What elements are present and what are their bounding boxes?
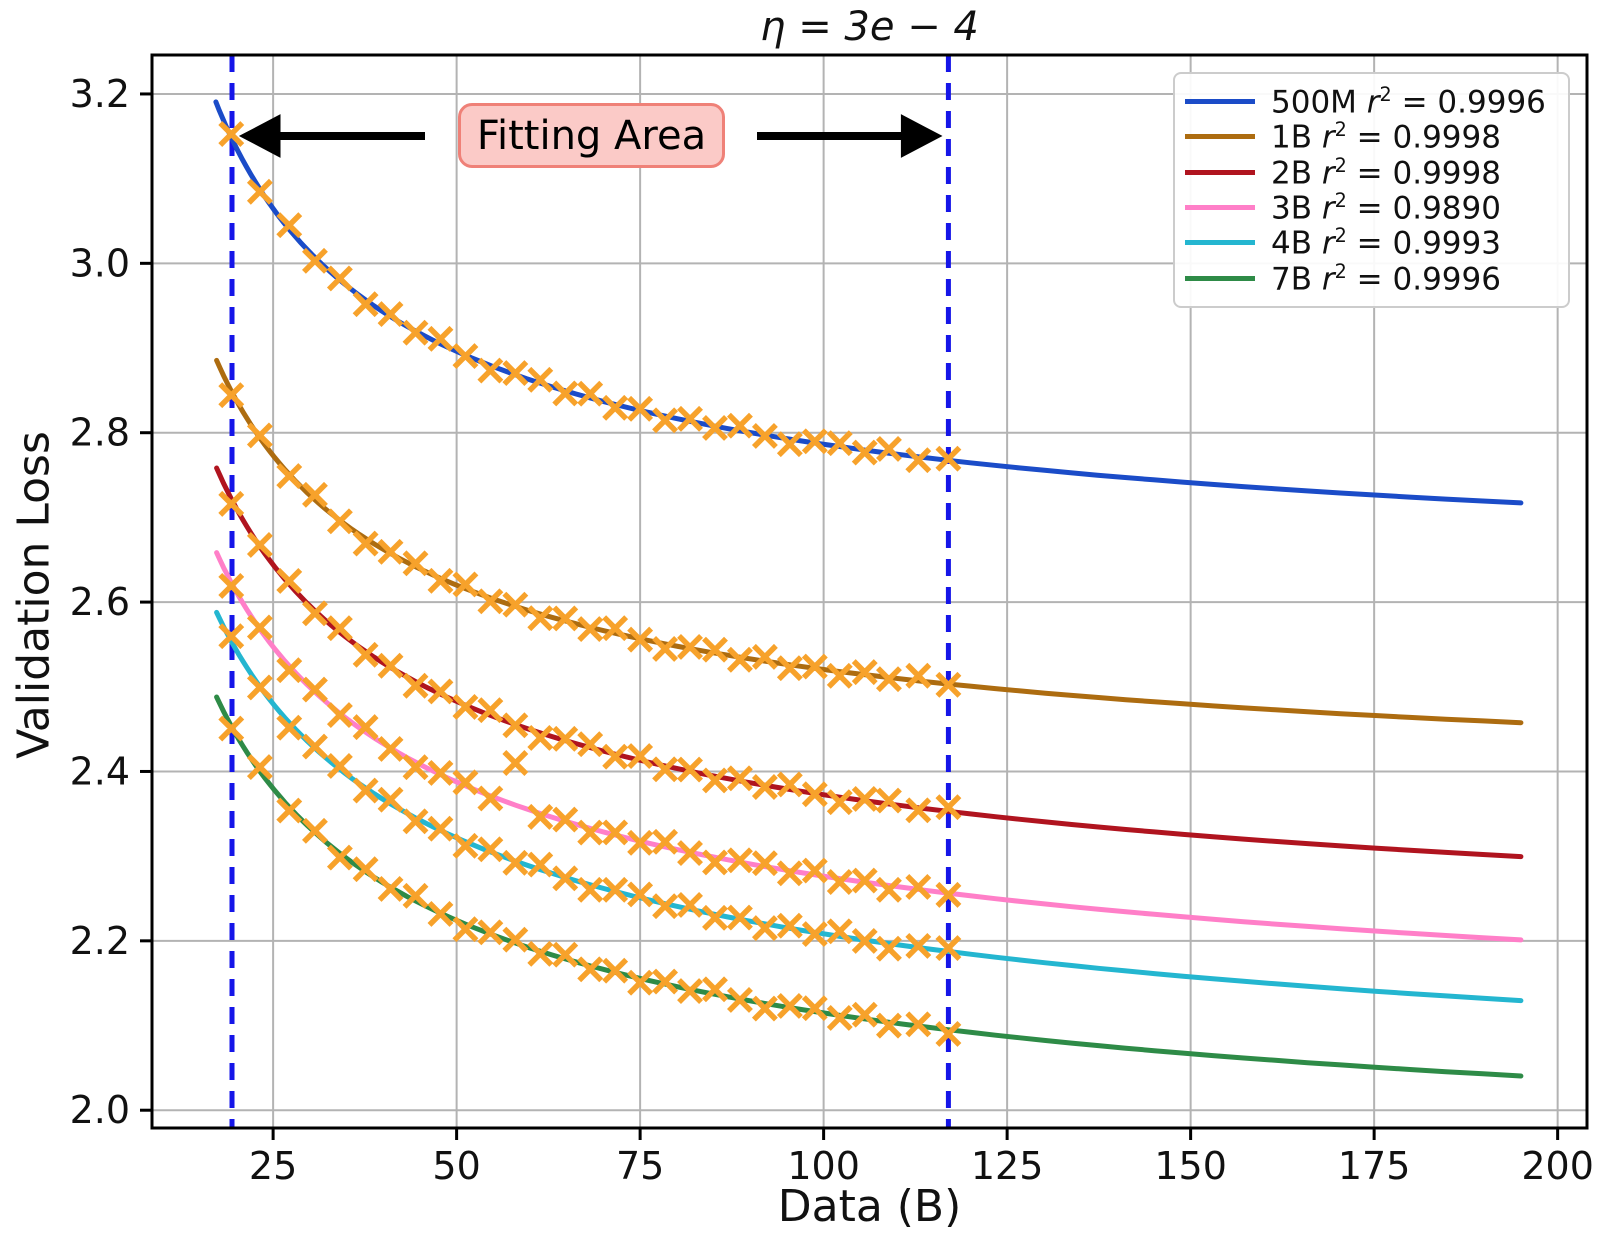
- markers-4B: [218, 623, 962, 962]
- fitting-area-annotation: Fitting Area: [458, 103, 725, 168]
- x-tick-label: 50: [432, 1144, 480, 1188]
- chart-title: η = 3e − 4: [760, 4, 979, 50]
- plot-border: [150, 53, 1589, 1130]
- tick-labels: 25 50 75 100 125 150 175 200 2.0 2.2 2.4 2.6 2.8 3.0 3…: [70, 72, 1594, 1188]
- y-axis-label: Validation Loss: [8, 431, 60, 759]
- x-tick-label: 150: [1154, 1144, 1227, 1188]
- markers-7B: [218, 715, 962, 1047]
- curve-3B: [214, 550, 1524, 943]
- legend-item-label: 1B r2 = 0.9998: [1271, 118, 1501, 156]
- x-tick-label: 200: [1521, 1144, 1594, 1188]
- x-tick-label: 100: [787, 1144, 860, 1188]
- legend-item-label: 7B r2 = 0.9996: [1271, 259, 1501, 297]
- legend-swatch-7B: [1185, 275, 1255, 281]
- y-tick-label: 2.4: [70, 749, 130, 793]
- axis-ticks: [140, 92, 1560, 1140]
- x-axis-label: Data (B): [777, 1181, 962, 1232]
- markers-3B: [218, 572, 962, 908]
- legend-swatch-4B: [1185, 240, 1255, 246]
- fitting-area-arrows: [238, 114, 943, 158]
- legend-box: 500M r2 = 0.9996 1B r2 = 0.9998 2B r2 = 0.…: [1173, 72, 1570, 308]
- legend-item-label: 500M r2 = 0.9996: [1271, 83, 1546, 121]
- legend-swatch-3B: [1185, 205, 1255, 211]
- y-tick-label: 2.2: [70, 919, 130, 963]
- legend-item-3B: 3B r2 = 0.9890: [1175, 188, 1568, 227]
- legend-item-1B: 1B r2 = 0.9998: [1175, 118, 1568, 156]
- y-tick-label: 3.0: [70, 241, 130, 285]
- legend-item-label: 4B r2 = 0.9993: [1271, 224, 1501, 262]
- x-tick-label: 125: [971, 1144, 1044, 1188]
- x-tick-label: 75: [616, 1144, 664, 1188]
- legend-swatch-500M: [1185, 99, 1255, 105]
- markers-500M: [218, 121, 962, 474]
- markers-2B: [218, 490, 962, 824]
- x-tick-label: 175: [1338, 1144, 1411, 1188]
- legend-item-7B: 7B r2 = 0.9996: [1175, 259, 1568, 297]
- markers-1B: [218, 382, 962, 698]
- y-tick-label: 2.6: [70, 580, 130, 624]
- y-tick-label: 2.0: [70, 1088, 130, 1132]
- legend-item-label: 2B r2 = 0.9998: [1271, 153, 1501, 191]
- legend-swatch-1B: [1185, 134, 1255, 140]
- fit-region-dashed-lines: [229, 55, 951, 1128]
- legend-swatch-2B: [1185, 169, 1255, 175]
- legend-item-500M: 500M r2 = 0.9996: [1175, 83, 1568, 121]
- legend-item-label: 3B r2 = 0.9890: [1271, 188, 1501, 227]
- legend-item-2B: 2B r2 = 0.9998: [1175, 153, 1568, 191]
- x-tick-label: 25: [249, 1144, 297, 1188]
- legend-item-4B: 4B r2 = 0.9993: [1175, 224, 1568, 262]
- y-tick-label: 3.2: [70, 72, 130, 116]
- y-tick-label: 2.8: [70, 411, 130, 455]
